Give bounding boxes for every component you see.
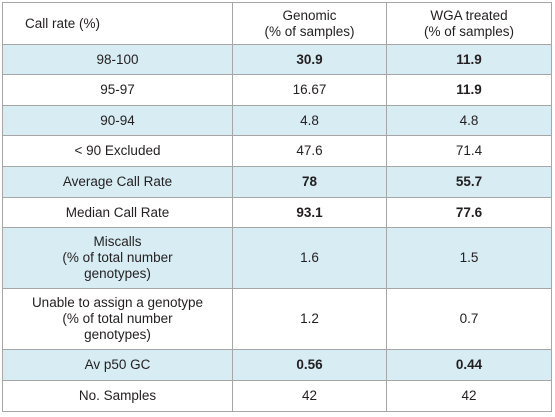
row-label-line: genotypes) <box>84 327 151 342</box>
row-label: Unable to assign a genotype (% of total n… <box>2 288 233 350</box>
row-label-line: (% of total number <box>62 311 173 326</box>
table-row: Median Call Rate 93.1 77.6 <box>2 197 552 228</box>
header-genomic-line2: (% of samples) <box>264 23 355 39</box>
table-row: 98-100 30.9 11.9 <box>2 44 552 75</box>
header-wga-treated: WGA treated (% of samples) <box>386 2 552 45</box>
genomic-value: 16.67 <box>232 74 387 106</box>
wga-value: 1.5 <box>386 227 552 289</box>
wga-value: 77.6 <box>386 197 552 228</box>
row-label-line: 95-97 <box>100 82 135 97</box>
row-label: Median Call Rate <box>2 197 233 228</box>
row-label: Miscalls (% of total number genotypes) <box>2 227 233 289</box>
header-genomic-line1: Genomic <box>282 7 337 23</box>
header-wga-line1: WGA treated <box>430 7 508 23</box>
row-label-line: No. Samples <box>78 388 157 403</box>
table-row: 90-94 4.8 4.8 <box>2 105 552 136</box>
table-row: Unable to assign a genotype (% of total n… <box>2 288 552 350</box>
header-call-rate: Call rate (%) <box>2 2 233 45</box>
row-label-line: 90-94 <box>100 112 135 128</box>
row-label-line: Miscalls <box>93 234 142 249</box>
wga-value: 0.44 <box>386 349 552 381</box>
row-label: 98-100 <box>2 44 233 75</box>
genomic-value: 78 <box>232 166 387 198</box>
table-row: < 90 Excluded 47.6 71.4 <box>2 135 552 167</box>
genomic-value: 93.1 <box>232 197 387 228</box>
header-wga-line2: (% of samples) <box>423 23 515 39</box>
genomic-value: 1.6 <box>232 227 387 289</box>
table-row: No. Samples 42 42 <box>2 380 552 412</box>
row-label: Average Call Rate <box>2 166 233 198</box>
row-label-line: Av p50 GC <box>84 357 151 372</box>
wga-value: 11.9 <box>386 44 552 75</box>
row-label: 90-94 <box>2 105 233 136</box>
table-row: 95-97 16.67 11.9 <box>2 74 552 106</box>
header-genomic: Genomic (% of samples) <box>232 2 387 45</box>
wga-value: 4.8 <box>386 105 552 136</box>
table-row: Miscalls (% of total number genotypes) 1.6 1… <box>2 227 552 289</box>
row-label: Av p50 GC <box>2 349 233 381</box>
row-label-line: genotypes) <box>84 266 151 281</box>
wga-value: 55.7 <box>386 166 552 198</box>
row-label-line: Unable to assign a genotype <box>31 295 204 310</box>
genomic-value: 47.6 <box>232 135 387 167</box>
row-label: No. Samples <box>2 380 233 412</box>
genomic-value: 42 <box>232 380 387 412</box>
genomic-value: 1.2 <box>232 288 387 350</box>
table-row: Average Call Rate 78 55.7 <box>2 166 552 198</box>
row-label-line: Median Call Rate <box>65 204 170 220</box>
wga-value: 42 <box>386 380 552 412</box>
call-rate-table: Call rate (%) Genomic (% of samples) WGA… <box>2 2 552 412</box>
wga-value: 71.4 <box>386 135 552 167</box>
table-body: 98-100 30.9 11.9 95-97 16.67 11.9 90-94 4.8 4.8 <… <box>2 44 552 412</box>
genomic-value: 0.56 <box>232 349 387 381</box>
row-label-line: (% of total number <box>62 250 173 265</box>
row-label: < 90 Excluded <box>2 135 233 167</box>
header-row: Call rate (%) Genomic (% of samples) WGA… <box>2 2 552 45</box>
row-label: 95-97 <box>2 74 233 106</box>
row-label-line: < 90 Excluded <box>74 143 161 158</box>
row-label-line: 98-100 <box>96 51 139 67</box>
row-label-line: Average Call Rate <box>62 174 173 189</box>
table-row: Av p50 GC 0.56 0.44 <box>2 349 552 381</box>
genomic-value: 4.8 <box>232 105 387 136</box>
genomic-value: 30.9 <box>232 44 387 75</box>
wga-value: 11.9 <box>386 74 552 106</box>
wga-value: 0.7 <box>386 288 552 350</box>
